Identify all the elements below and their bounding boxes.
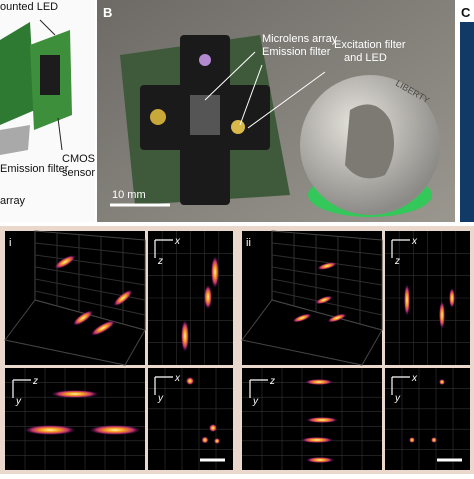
leader-line — [247, 71, 326, 129]
view-xy — [385, 368, 470, 470]
blob — [449, 288, 455, 308]
pad — [231, 120, 245, 134]
axis-label: y — [394, 393, 401, 404]
axis-label: x — [411, 373, 418, 384]
grid — [271, 254, 383, 271]
grid — [271, 278, 383, 301]
blob — [317, 262, 337, 270]
panel-label: i — [9, 237, 11, 249]
led — [199, 54, 211, 66]
panel-c-bg — [460, 0, 474, 222]
blob — [90, 320, 116, 336]
axis-label: x — [174, 373, 181, 384]
panel-c-header — [460, 0, 474, 22]
blob — [72, 310, 94, 326]
axis-label: y — [157, 393, 164, 404]
view-xy — [148, 368, 233, 470]
axis-label: z — [157, 256, 163, 267]
grid — [271, 242, 383, 256]
axis-label: y — [15, 396, 22, 407]
blob — [211, 256, 219, 288]
label: ounted LED — [0, 1, 58, 13]
grid — [34, 254, 146, 271]
blob — [181, 320, 189, 352]
axis-label: x — [174, 236, 181, 247]
blob — [113, 289, 133, 307]
panel-label: ii — [246, 237, 251, 249]
blob — [292, 313, 312, 323]
blob — [431, 437, 437, 443]
label: array — [0, 195, 26, 207]
blob — [439, 379, 445, 385]
pad — [150, 109, 166, 125]
blob — [186, 377, 194, 385]
blob — [404, 284, 410, 316]
panel-letter: C — [461, 5, 471, 20]
blob — [24, 425, 76, 435]
blob — [51, 390, 99, 398]
blob — [301, 437, 333, 443]
grid — [34, 242, 146, 256]
view-zy — [5, 368, 145, 470]
label: Excitation filter — [334, 39, 406, 51]
blob — [306, 457, 334, 463]
label: and LED — [344, 52, 387, 64]
blob — [439, 301, 445, 329]
axis-label: y — [252, 396, 259, 407]
label: sensor — [62, 167, 95, 179]
label: Emission filter — [0, 163, 69, 175]
axis-label: z — [32, 376, 38, 387]
label: Microlens array — [262, 33, 338, 45]
axis-label: z — [394, 256, 400, 267]
panel-letter: B — [103, 5, 112, 20]
coin-portrait — [345, 104, 394, 179]
blob — [315, 295, 333, 305]
device-window — [40, 55, 60, 95]
grid — [34, 290, 146, 316]
axis-label: x — [411, 236, 418, 247]
panel-a: ounted LED CMOS sensor Emission filter a… — [0, 0, 95, 222]
axis-label: z — [269, 376, 275, 387]
blob — [54, 255, 76, 269]
scale-label: 10 mm — [112, 189, 146, 201]
leader-line — [57, 117, 63, 151]
blob — [409, 437, 415, 443]
label: CMOS — [62, 153, 95, 165]
leader-line — [39, 19, 56, 36]
leader-line — [204, 51, 256, 101]
panel-c: C — [460, 0, 474, 222]
label: Emission filter — [262, 46, 331, 58]
blob — [209, 424, 217, 432]
microlens — [190, 95, 220, 135]
blob — [201, 436, 209, 444]
device-lens — [0, 125, 30, 155]
grid — [271, 290, 383, 316]
blob — [327, 313, 347, 323]
blob — [214, 438, 220, 444]
leader-line — [239, 64, 263, 126]
view-3d — [242, 231, 382, 365]
blob — [89, 425, 141, 435]
blob — [204, 285, 212, 309]
grid — [271, 266, 383, 286]
blob — [305, 379, 333, 385]
panel-b: LIBERTY B Microlens array Emission filte… — [97, 0, 455, 222]
grid — [34, 266, 146, 286]
blob — [306, 417, 338, 423]
device-board — [0, 22, 35, 125]
